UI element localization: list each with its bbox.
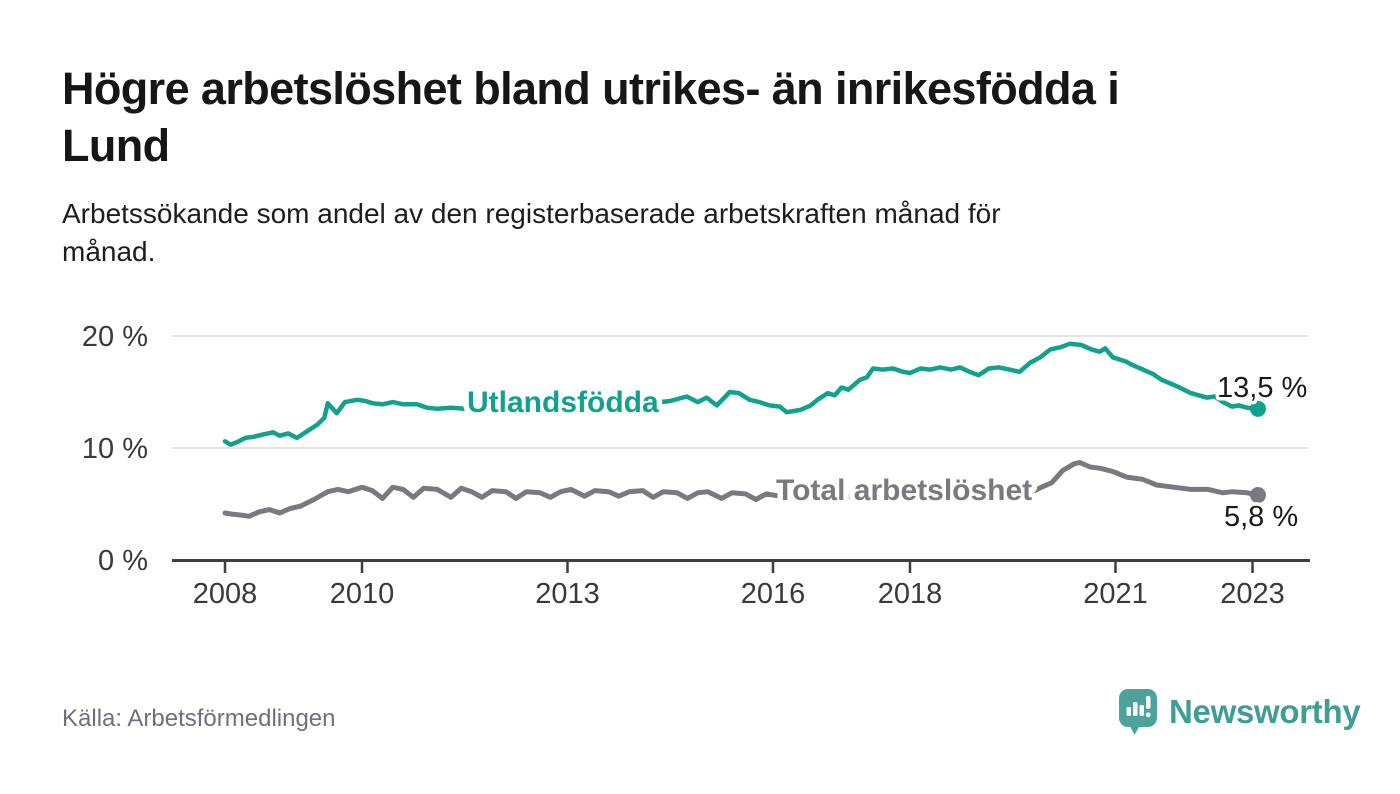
x-axis-label-2021: 2021 (1083, 578, 1148, 610)
utlandsfodda-end-dot (1249, 400, 1266, 417)
y-axis-label-10: 10 % (82, 433, 148, 465)
utlandsfodda-value-label: 13,5 % (1217, 372, 1307, 404)
y-axis-label-20: 20 % (82, 321, 148, 353)
chart-subtitle-line1: Arbetssökande som andel av den registerb… (62, 198, 1001, 229)
total-line (222, 460, 1261, 519)
newsworthy-logo-text: Newsworthy (1169, 693, 1361, 730)
x-axis-label-2008: 2008 (193, 578, 258, 610)
chart-subtitle: Arbetssökande som andel av den registerb… (62, 195, 1262, 271)
newsworthy-logo: Newsworthy (1118, 688, 1361, 738)
x-axis-label-2016: 2016 (741, 578, 806, 610)
y-axis-label-0: 0 % (98, 545, 148, 577)
source-attribution: Källa: Arbetsförmedlingen (62, 705, 336, 732)
page-title-line1: Högre arbetslöshet bland utrikes- än inr… (62, 63, 1120, 114)
x-axis-label-2023: 2023 (1220, 578, 1285, 610)
x-axis-label-2010: 2010 (330, 578, 395, 610)
total-value-label: 5,8 % (1224, 501, 1298, 533)
utlandsfodda-line (222, 341, 1261, 447)
x-axis-label-2013: 2013 (535, 578, 600, 610)
x-axis-label-2018: 2018 (878, 578, 943, 610)
total-series-label: Total arbetslöshet (776, 474, 1032, 507)
page-title: Högre arbetslöshet bland utrikes- än inr… (62, 60, 1352, 174)
utlandsfodda-series-label: Utlandsfödda (467, 386, 659, 419)
page-title-line2: Lund (62, 120, 170, 171)
chart-subtitle-line2: månad. (62, 236, 156, 267)
newsworthy-chart-bubble-icon (1119, 689, 1157, 735)
total-end-dot (1249, 487, 1266, 504)
